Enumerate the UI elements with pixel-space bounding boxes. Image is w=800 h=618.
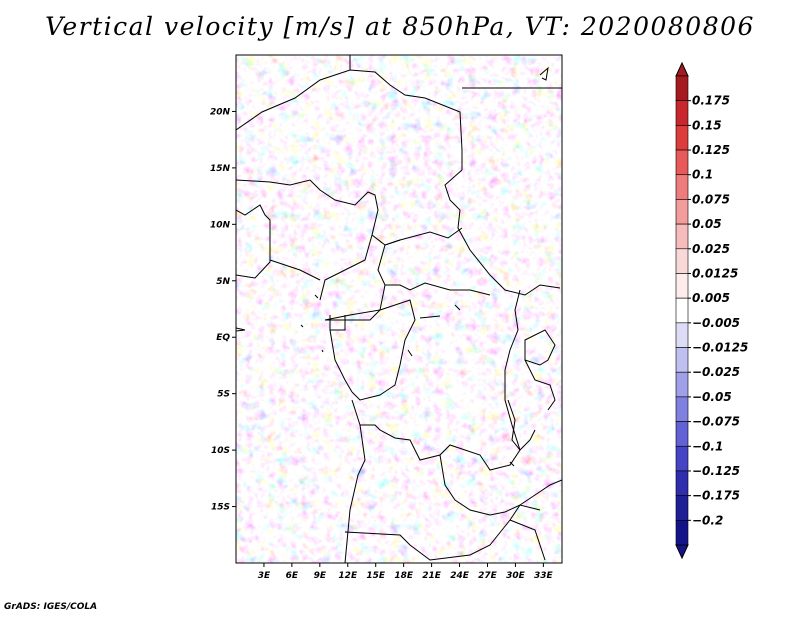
lat-tick-label: EQ xyxy=(216,333,230,343)
colorbar-segment xyxy=(675,470,689,496)
colorbar-segment xyxy=(675,75,689,101)
colorbar-label: 0.15 xyxy=(692,118,722,132)
colorbar-segment xyxy=(675,520,689,546)
credit-label: GrADS: IGES/COLA xyxy=(4,602,98,612)
colorbar-label: 0.05 xyxy=(692,217,722,231)
colorbar-segment xyxy=(675,248,689,274)
velocity-field xyxy=(236,55,562,563)
lon-tick-label: 15E xyxy=(366,571,386,581)
lon-tick-label: 27E xyxy=(478,571,498,581)
colorbar: 0.175 0.15 0.125 0.1 0.075 0.05 0.025 0.0125 0.0… xyxy=(675,61,748,560)
colorbar-label: 0.1 xyxy=(692,168,713,182)
colorbar-segment xyxy=(675,347,689,373)
lat-tick-label: 20N xyxy=(210,107,231,117)
colorbar-segment xyxy=(675,199,689,225)
colorbar-segment xyxy=(675,445,689,472)
longitude-axis: 3E 6E 9E 12E 15E 18E 21E 24E 27E 30E 33E xyxy=(258,563,554,581)
colorbar-label: −0.125 xyxy=(692,464,740,478)
colorbar-segment xyxy=(675,223,689,250)
colorbar-segment xyxy=(675,396,689,422)
colorbar-label: −0.05 xyxy=(692,390,732,404)
lon-tick-label: 21E xyxy=(422,571,442,581)
lon-tick-label: 3E xyxy=(258,571,271,581)
colorbar-segment xyxy=(675,371,689,398)
lat-tick-label: 5N xyxy=(216,277,230,287)
lat-tick-label: 10N xyxy=(210,220,231,230)
colorbar-segment xyxy=(675,495,689,521)
colorbar-label: −0.025 xyxy=(692,365,740,379)
colorbar-segment xyxy=(675,174,689,200)
lon-tick-label: 18E xyxy=(394,571,414,581)
colorbar-bottom-arrow xyxy=(675,544,689,560)
colorbar-segment xyxy=(675,273,689,299)
lat-tick-label: 15S xyxy=(211,503,230,513)
colorbar-label: 0.025 xyxy=(692,242,730,256)
lon-tick-label: 6E xyxy=(286,571,299,581)
lon-tick-label: 24E xyxy=(450,571,470,581)
lat-tick-label: 15N xyxy=(210,164,231,174)
lon-tick-label: 30E xyxy=(506,571,526,581)
lon-tick-label: 33E xyxy=(534,571,554,581)
latitude-axis: 20N 15N 10N 5N EQ 5S 10S 15S xyxy=(210,107,236,513)
colorbar-label: −0.005 xyxy=(692,316,740,330)
colorbar-segment xyxy=(675,100,689,126)
colorbar-segment xyxy=(675,125,689,151)
colorbar-label: 0.175 xyxy=(692,94,730,108)
colorbar-segment xyxy=(675,322,689,348)
lat-tick-label: 5S xyxy=(217,390,230,400)
lon-tick-label: 12E xyxy=(338,571,358,581)
colorbar-label: 0.0125 xyxy=(692,266,738,280)
lon-tick-label: 9E xyxy=(314,571,327,581)
colorbar-label: 0.075 xyxy=(692,192,730,206)
lat-tick-label: 10S xyxy=(211,446,230,456)
colorbar-label: 0.005 xyxy=(692,291,730,305)
colorbar-segment xyxy=(675,297,689,324)
colorbar-label: −0.1 xyxy=(692,439,723,453)
colorbar-label: −0.175 xyxy=(692,489,740,503)
chart-title: Vertical velocity [m/s] at 850hPa, VT: 2… xyxy=(45,12,755,41)
colorbar-label: −0.0125 xyxy=(692,341,748,355)
colorbar-segment xyxy=(675,149,689,176)
colorbar-label: −0.075 xyxy=(692,415,740,429)
colorbar-segment xyxy=(675,421,689,447)
colorbar-label: 0.125 xyxy=(692,143,730,157)
colorbar-top-arrow xyxy=(675,61,689,77)
colorbar-label: −0.2 xyxy=(692,513,723,527)
country-borders xyxy=(236,55,562,563)
map-frame xyxy=(235,54,563,564)
